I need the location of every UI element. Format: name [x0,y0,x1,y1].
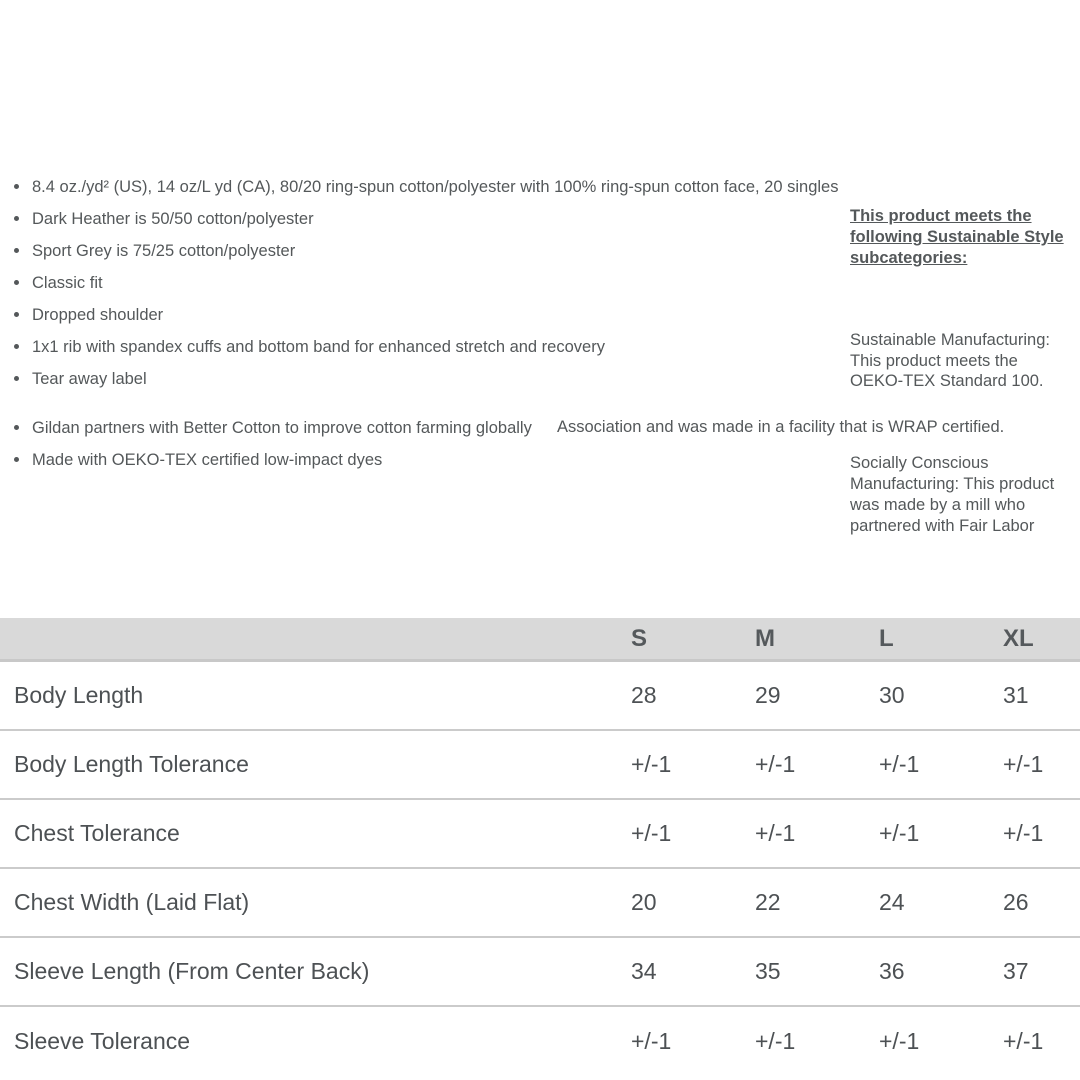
table-row-chest-tolerance: Chest Tolerance +/-1 +/-1 +/-1 +/-1 [0,800,1080,869]
row-value: +/-1 [755,820,796,846]
row-value: 31 [1003,682,1029,708]
row-value: +/-1 [879,820,920,846]
feature-item: Classic fit [13,267,838,299]
row-value: 28 [631,682,657,708]
row-label: Body Length [14,682,144,708]
size-chart-header-m: M [755,624,775,652]
feature-item: Dropped shoulder [13,299,838,331]
sustainable-manufacturing-paragraph: Sustainable Manufacturing: This product … [850,330,1050,391]
sustainability-sidebar: This product meets the following Sustain… [850,165,1072,557]
feature-item: Gildan partners with Better Cotton to im… [14,412,532,444]
row-value: 29 [755,682,781,708]
row-label: Sleeve Tolerance [14,1028,191,1054]
size-chart-header-s: S [631,624,648,652]
row-value: +/-1 [1003,820,1044,846]
row-value: 36 [879,958,905,984]
row-value: +/-1 [631,1028,672,1054]
row-value: +/-1 [1003,1028,1044,1054]
table-row-body-length-tolerance: Body Length Tolerance +/-1 +/-1 +/-1 +/-… [0,731,1080,800]
row-value: 30 [879,682,905,708]
socially-conscious-paragraph-overflow: Association and was made in a facility t… [557,418,1005,436]
row-value: +/-1 [755,1028,796,1054]
row-label: Body Length Tolerance [14,751,249,777]
size-chart-header-l: L [879,624,894,652]
row-value: +/-1 [755,751,796,777]
size-chart-header-xl: XL [1003,624,1034,652]
row-value: 26 [1003,889,1029,915]
row-label: Chest Width (Laid Flat) [14,889,250,915]
table-row-sleeve-length: Sleeve Length (From Center Back) 34 35 3… [0,938,1080,1007]
feature-item: Made with OEKO-TEX certified low-impact … [14,444,532,476]
row-value: 35 [755,958,781,984]
row-value: +/-1 [879,1028,920,1054]
sustainability-heading: This product meets the following Sustain… [850,207,1064,267]
feature-item: Tear away label [13,363,838,395]
feature-item: 8.4 oz./yd² (US), 14 oz/L yd (CA), 80/20… [13,171,838,203]
feature-list-primary: 8.4 oz./yd² (US), 14 oz/L yd (CA), 80/20… [13,171,838,395]
row-value: +/-1 [1003,751,1044,777]
row-value: +/-1 [631,820,672,846]
row-value: +/-1 [631,751,672,777]
row-value: 34 [631,958,657,984]
row-value: +/-1 [879,751,920,777]
feature-item: Dark Heather is 50/50 cotton/polyester [13,203,838,235]
table-row-chest-width: Chest Width (Laid Flat) 20 22 24 26 [0,869,1080,938]
table-row-sleeve-tolerance: Sleeve Tolerance +/-1 +/-1 +/-1 +/-1 [0,1007,1080,1076]
row-value: 20 [631,889,657,915]
size-chart-header-row: S M L XL [0,618,1080,662]
row-value: 37 [1003,958,1029,984]
feature-item: 1x1 rib with spandex cuffs and bottom ba… [13,331,838,363]
row-value: 24 [879,889,905,915]
feature-list-secondary: Gildan partners with Better Cotton to im… [14,412,532,476]
feature-item: Sport Grey is 75/25 cotton/polyester [13,235,838,267]
row-label: Sleeve Length (From Center Back) [14,958,370,984]
row-value: 22 [755,889,781,915]
size-chart-table: S M L XL Body Length 28 29 30 31 Body Le… [0,618,1080,1076]
row-label: Chest Tolerance [14,820,180,846]
table-row-body-length: Body Length 28 29 30 31 [0,662,1080,731]
socially-conscious-paragraph: Socially Conscious Manufacturing: This p… [850,454,1055,535]
